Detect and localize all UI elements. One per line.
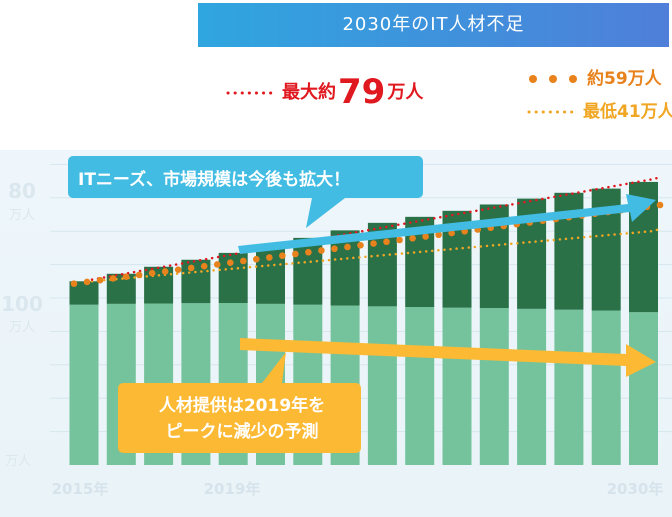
line-avg-dot (135, 271, 143, 279)
line-avg-dot (213, 261, 221, 268)
line-avg-dot (266, 254, 273, 261)
legend-min-marker (527, 110, 575, 114)
legend-avg: 約59万人 (527, 64, 662, 89)
line-avg-dot (656, 201, 664, 209)
y-tick-label: 80 (8, 179, 36, 203)
legend-min-label: 最低41万人 (583, 102, 672, 122)
bar-supply (479, 308, 509, 465)
line-avg-dot (83, 278, 91, 286)
line-avg-dot (331, 245, 338, 253)
bar-supply (554, 309, 584, 465)
needs-callout-text: ITニーズ、市場規模は今後も拡大！ (78, 170, 351, 190)
line-avg-dot (109, 275, 117, 282)
legend-max: 最大約79 万人 (226, 72, 423, 112)
line-avg-dot (279, 252, 286, 260)
line-avg-dot (435, 231, 442, 239)
y-unit-label: 万人 (9, 208, 35, 223)
line-avg-dot (305, 248, 312, 256)
line-avg-dot (96, 276, 104, 284)
x-tick-label: 2019年 (204, 480, 261, 498)
bar-supply (629, 312, 658, 465)
line-avg-dot (357, 241, 364, 249)
legend-avg-label: 約59万人 (587, 69, 662, 89)
x-tick-label: 2015年 (52, 480, 109, 498)
x-tick-label: 2030年 (607, 480, 664, 498)
bar-supply (442, 307, 472, 465)
line-avg-dot (148, 269, 156, 277)
y-unit-label: 万人 (9, 320, 35, 335)
line-min (90, 227, 664, 283)
line-avg-dot (292, 250, 299, 258)
bar-supply (69, 304, 99, 465)
supply-callout-line2: ピークに減少の予測 (165, 422, 319, 442)
line-avg-dot (383, 238, 390, 246)
y-unit-label: 万人 (5, 454, 31, 469)
bar-supply (591, 310, 621, 465)
bar-supply (367, 306, 397, 465)
supply-callout-box (118, 352, 361, 453)
line-avg-dot (370, 240, 377, 247)
line-avg-dot (409, 234, 416, 242)
y-tick-label: 100 (1, 292, 43, 316)
bar-shortage (293, 237, 323, 305)
bar-shortage (144, 266, 174, 304)
line-avg-dot (174, 266, 182, 274)
decline-arrow (240, 338, 656, 377)
legend-max-value: 79 (338, 72, 386, 112)
legend-avg-marker (529, 75, 577, 83)
line-avg-dot (226, 259, 234, 267)
line-avg-dot (318, 247, 325, 254)
line-avg-dot (200, 262, 208, 270)
line-avg-dot (122, 273, 130, 281)
line-avg-dot (422, 233, 429, 240)
legend-max-prefix: 最大約 (282, 82, 336, 103)
bar-shortage (69, 281, 99, 305)
line-avg-dot (344, 243, 351, 251)
legend-min: 最低41万人 (527, 97, 672, 122)
line-avg-dot (70, 280, 78, 288)
x-axis-labels: 2015年 2019年 2030年 (52, 480, 664, 498)
supply-callout-text: 人材提供は2019年を ピークに減少の予測 (128, 393, 356, 445)
growth-arrow (238, 194, 656, 254)
line-avg-dot (239, 257, 247, 265)
bar-supply (517, 308, 547, 465)
legend-max-marker (226, 91, 274, 95)
line-max (90, 175, 664, 281)
legend-max-suffix: 万人 (387, 82, 424, 103)
bar-supply (405, 307, 435, 465)
bars (69, 181, 658, 465)
line-avg-dot (253, 255, 260, 263)
chart-title-banner: 2030年のIT人材不足 (198, 3, 669, 47)
line-avg-dot (161, 268, 169, 275)
needs-callout-box (68, 156, 423, 228)
line-avg-dot (396, 236, 403, 244)
supply-callout-line1: 人材提供は2019年を (158, 396, 326, 416)
line-avg-dot (187, 264, 195, 272)
